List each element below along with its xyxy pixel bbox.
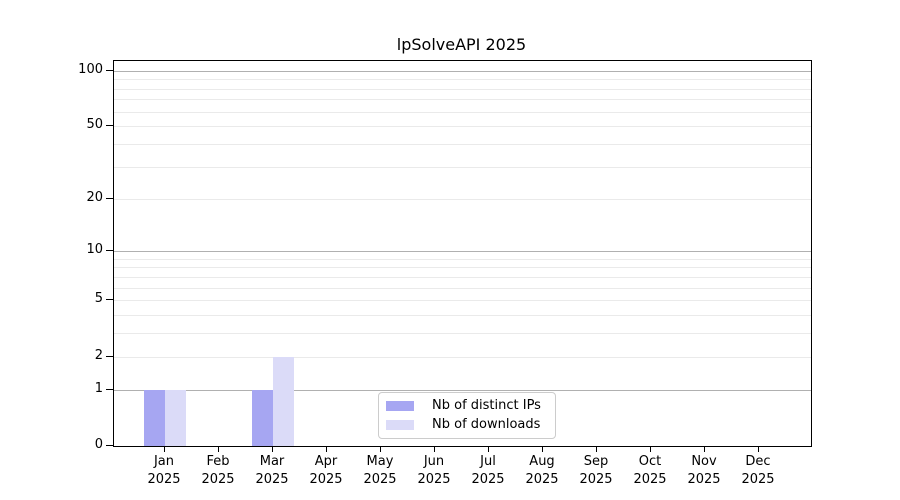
x-tick-mark xyxy=(704,446,705,452)
gridline-minor xyxy=(114,89,811,90)
x-tick-label: Feb 2025 xyxy=(201,454,235,487)
x-tick-mark xyxy=(434,446,435,452)
bar-downloads xyxy=(273,356,294,446)
gridline-minor xyxy=(114,99,811,100)
gridline-minor xyxy=(114,167,811,168)
legend-swatch xyxy=(386,400,414,411)
y-tick-mark xyxy=(106,125,113,126)
x-tick-label: Jan 2025 xyxy=(147,454,181,487)
x-tick-mark xyxy=(758,446,759,452)
x-tick-mark xyxy=(326,446,327,452)
x-tick-label: Jun 2025 xyxy=(417,454,451,487)
x-tick-label: Oct 2025 xyxy=(633,454,667,487)
x-tick-mark xyxy=(488,446,489,452)
y-tick-label: 5 xyxy=(94,291,103,306)
y-tick-label: 20 xyxy=(86,190,103,205)
gridline-major xyxy=(114,251,811,252)
x-tick-mark xyxy=(272,446,273,452)
gridline-minor xyxy=(114,79,811,80)
x-tick-mark xyxy=(380,446,381,452)
y-tick-mark xyxy=(106,70,113,71)
x-tick-label: Nov 2025 xyxy=(687,454,721,487)
y-tick-label: 2 xyxy=(94,348,103,363)
x-tick-label: Mar 2025 xyxy=(255,454,289,487)
legend-item-label: Nb of downloads xyxy=(432,417,541,432)
gridline-minor xyxy=(114,267,811,268)
x-tick-mark xyxy=(164,446,165,452)
y-tick-mark xyxy=(106,445,113,446)
x-tick-mark xyxy=(650,446,651,452)
gridline-minor xyxy=(114,126,811,127)
y-tick-mark xyxy=(106,356,113,357)
bar-distinct-ips xyxy=(252,389,273,446)
y-tick-label: 1 xyxy=(94,381,103,396)
bar-distinct-ips xyxy=(144,389,165,446)
legend-item-label: Nb of distinct IPs xyxy=(432,398,541,413)
y-tick-label: 50 xyxy=(86,117,103,132)
y-tick-mark xyxy=(106,250,113,251)
gridline-minor xyxy=(114,277,811,278)
gridline-major xyxy=(114,71,811,72)
x-tick-mark xyxy=(596,446,597,452)
legend-swatch xyxy=(386,419,414,430)
gridline-minor xyxy=(114,288,811,289)
legend: Nb of distinct IPs Nb of downloads xyxy=(378,392,556,439)
gridline-minor xyxy=(114,333,811,334)
x-tick-mark xyxy=(542,446,543,452)
gridline-major xyxy=(114,390,811,391)
y-tick-mark xyxy=(106,389,113,390)
y-tick-label: 0 xyxy=(94,437,103,452)
gridline-minor xyxy=(114,357,811,358)
gridline-minor xyxy=(114,259,811,260)
gridline-minor xyxy=(114,315,811,316)
x-tick-label: Aug 2025 xyxy=(525,454,559,487)
x-tick-label: Dec 2025 xyxy=(741,454,775,487)
x-tick-mark xyxy=(218,446,219,452)
y-tick-label: 100 xyxy=(78,62,103,77)
gridline-minor xyxy=(114,112,811,113)
chart-title: lpSolveAPI 2025 xyxy=(396,35,527,54)
x-tick-label: May 2025 xyxy=(363,454,397,487)
y-tick-mark xyxy=(106,299,113,300)
gridline-minor xyxy=(114,300,811,301)
x-tick-label: Apr 2025 xyxy=(309,454,343,487)
x-tick-label: Sep 2025 xyxy=(579,454,613,487)
x-tick-label: Jul 2025 xyxy=(471,454,505,487)
y-tick-label: 10 xyxy=(86,242,103,257)
legend-item: Nb of distinct IPs xyxy=(386,398,541,413)
gridline-minor xyxy=(114,144,811,145)
gridline-minor xyxy=(114,199,811,200)
plot-area: Nb of distinct IPs Nb of downloads xyxy=(113,60,812,447)
legend-item: Nb of downloads xyxy=(386,417,541,432)
y-tick-mark xyxy=(106,198,113,199)
bar-downloads xyxy=(165,389,186,446)
